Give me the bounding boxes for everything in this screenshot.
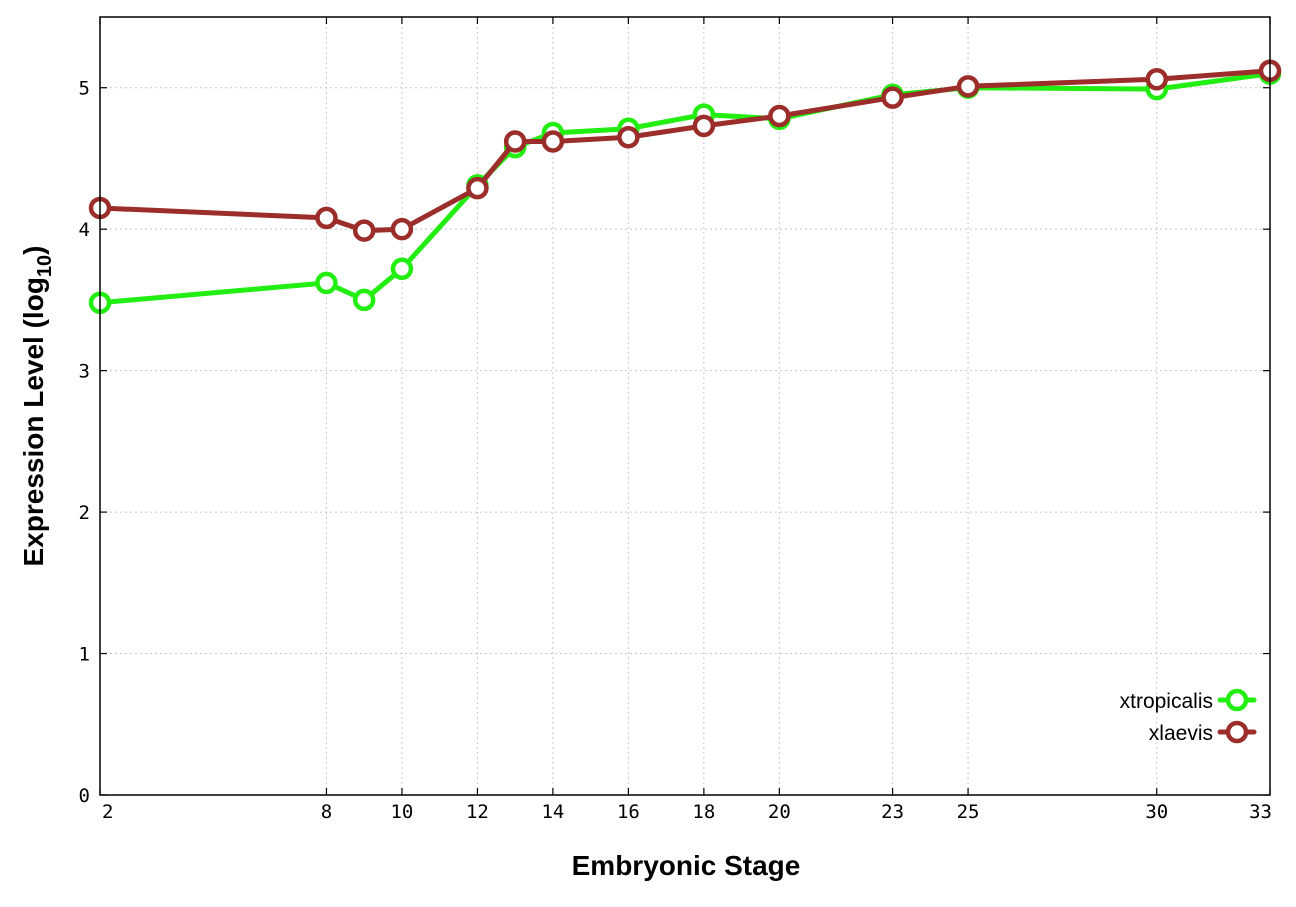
x-tick-label: 25 bbox=[957, 801, 980, 823]
x-tick-label: 23 bbox=[881, 801, 904, 823]
y-tick-label: 4 bbox=[79, 219, 90, 241]
xlaevis-point bbox=[617, 125, 640, 149]
x-tick-label: 18 bbox=[692, 801, 715, 823]
legend-item-xlaevis: xlaevis bbox=[1149, 720, 1257, 745]
xlaevis-point bbox=[768, 104, 791, 128]
xlaevis-point bbox=[1145, 67, 1169, 91]
legend-item-xtropicalis: xtropicalis bbox=[1120, 688, 1257, 713]
x-tick-label: 8 bbox=[321, 801, 332, 823]
grid-lines bbox=[100, 17, 1270, 795]
x-tick-label: 30 bbox=[1145, 801, 1168, 823]
y-axis-title-main: Expression Level (log bbox=[18, 277, 49, 566]
y-tick-label: 2 bbox=[79, 502, 90, 524]
xlaevis-point bbox=[956, 75, 980, 98]
xtropicalis-point bbox=[315, 271, 338, 295]
y-axis-title-close: ) bbox=[18, 246, 49, 255]
x-tick-label: 14 bbox=[541, 801, 564, 823]
xtropicalis-point bbox=[352, 288, 376, 312]
legend-swatch-marker bbox=[1225, 688, 1249, 712]
y-axis-title-subscript: 10 bbox=[34, 255, 56, 277]
x-tick-label: 20 bbox=[768, 801, 791, 823]
legend-label: xtropicalis bbox=[1120, 690, 1213, 713]
y-tick-label: 5 bbox=[79, 78, 90, 100]
xlaevis-point bbox=[466, 176, 489, 200]
legend: xtropicalis xlaevis bbox=[1120, 688, 1257, 745]
y-tick-labels: 0 1 2 3 4 5 bbox=[79, 78, 90, 807]
xlaevis-point bbox=[541, 130, 565, 153]
y-tick-label: 3 bbox=[79, 361, 90, 383]
x-tick-label: 16 bbox=[617, 801, 640, 823]
plot-frame bbox=[99, 16, 1271, 796]
legend-swatch-marker bbox=[1225, 720, 1249, 744]
y-axis-title: Expression Level (log10) bbox=[18, 246, 56, 567]
x-tick-labels: 2 8 10 12 14 16 18 20 23 25 30 33 bbox=[102, 801, 1272, 823]
x-tick-label: 10 bbox=[390, 801, 413, 823]
xlaevis-point bbox=[390, 217, 414, 241]
xlaevis-point bbox=[503, 130, 527, 153]
x-tick-label: 2 bbox=[102, 801, 113, 823]
series-layer bbox=[88, 59, 1282, 314]
x-axis-title: Embryonic Stage bbox=[572, 850, 801, 881]
tick-marks bbox=[99, 17, 1271, 796]
xlaevis-point bbox=[352, 219, 376, 242]
legend-label: xlaevis bbox=[1149, 722, 1213, 745]
xlaevis-point bbox=[692, 114, 716, 138]
xtropicalis-point bbox=[390, 257, 414, 281]
y-tick-label: 1 bbox=[79, 644, 90, 666]
y-tick-label: 0 bbox=[79, 785, 90, 807]
xlaevis-point bbox=[315, 206, 338, 230]
series-xlaevis bbox=[88, 59, 1282, 242]
x-tick-label: 12 bbox=[466, 801, 489, 823]
x-tick-label: 33 bbox=[1249, 801, 1272, 823]
xlaevis-point bbox=[881, 86, 904, 109]
